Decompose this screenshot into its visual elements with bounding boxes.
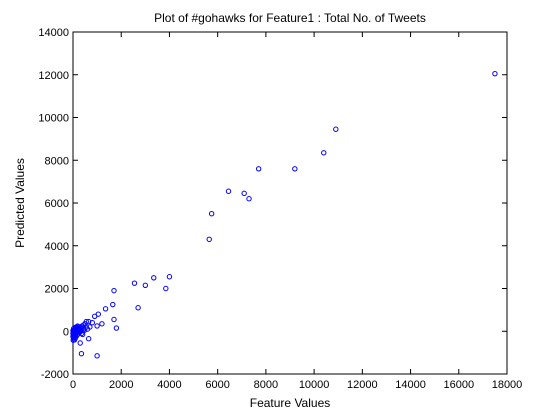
y-tick-label: 6000 bbox=[45, 198, 69, 210]
data-point bbox=[206, 236, 212, 243]
y-tick-label: 2000 bbox=[45, 284, 69, 296]
data-point bbox=[94, 353, 100, 359]
x-tick-label: 0 bbox=[70, 379, 76, 391]
data-point bbox=[70, 325, 77, 332]
data-point bbox=[75, 329, 82, 335]
data-point bbox=[492, 70, 498, 77]
x-tick-label: 4000 bbox=[157, 379, 181, 391]
data-point bbox=[70, 331, 76, 337]
data-point bbox=[151, 275, 157, 281]
x-tick-label: 16000 bbox=[443, 379, 474, 391]
data-point bbox=[94, 323, 100, 329]
data-point bbox=[111, 316, 117, 323]
y-axis: -2000 0 2000 4000 6000 8000 10000 12000 14000 bbox=[38, 27, 507, 381]
data-point bbox=[142, 282, 149, 288]
data-point bbox=[113, 325, 120, 331]
data-point bbox=[102, 306, 109, 312]
data-point bbox=[131, 280, 138, 286]
y-tick-label: 12000 bbox=[38, 70, 69, 82]
data-point bbox=[85, 336, 92, 342]
data-point bbox=[78, 350, 85, 357]
y-tick-label: 14000 bbox=[38, 27, 69, 39]
x-tick-label: 10000 bbox=[299, 379, 330, 391]
data-point bbox=[71, 334, 77, 340]
data-point bbox=[110, 301, 116, 308]
data-point bbox=[166, 274, 173, 280]
y-tick-label: 10000 bbox=[38, 113, 69, 125]
data-point bbox=[163, 285, 169, 292]
data-point bbox=[77, 340, 83, 346]
x-tick-label: 6000 bbox=[205, 379, 229, 391]
data-point bbox=[135, 305, 141, 311]
x-tick-label: 18000 bbox=[492, 379, 523, 391]
data-point bbox=[89, 320, 95, 326]
data-point bbox=[292, 166, 298, 172]
x-axis: 0 2000 4000 6000 8000 10000 12000 14000 16000 180… bbox=[70, 32, 522, 391]
y-tick-label: -2000 bbox=[41, 369, 69, 381]
x-tick-label: 8000 bbox=[254, 379, 278, 391]
axes-frame bbox=[72, 31, 508, 375]
data-point bbox=[321, 150, 327, 156]
x-tick-label: 12000 bbox=[347, 379, 378, 391]
data-point bbox=[225, 188, 232, 194]
data-point bbox=[208, 210, 215, 217]
x-tick-label: 2000 bbox=[109, 379, 133, 391]
y-tick-label: 0 bbox=[63, 326, 69, 338]
y-tick-label: 8000 bbox=[45, 155, 69, 167]
data-point bbox=[70, 337, 76, 343]
data-point bbox=[246, 196, 252, 202]
x-tick-label: 14000 bbox=[395, 379, 426, 391]
data-point bbox=[99, 321, 105, 327]
y-axis-label: Predicted Values bbox=[13, 158, 27, 248]
data-point bbox=[92, 313, 98, 319]
chart-title: Plot of #gohawks for Feature1 : Total No… bbox=[154, 11, 426, 25]
y-tick-label: 4000 bbox=[45, 241, 69, 253]
data-point bbox=[111, 287, 117, 294]
data-markers bbox=[70, 70, 498, 359]
data-point bbox=[255, 166, 262, 172]
x-axis-label: Feature Values bbox=[250, 396, 331, 410]
data-point bbox=[241, 190, 247, 197]
data-point bbox=[333, 126, 339, 132]
